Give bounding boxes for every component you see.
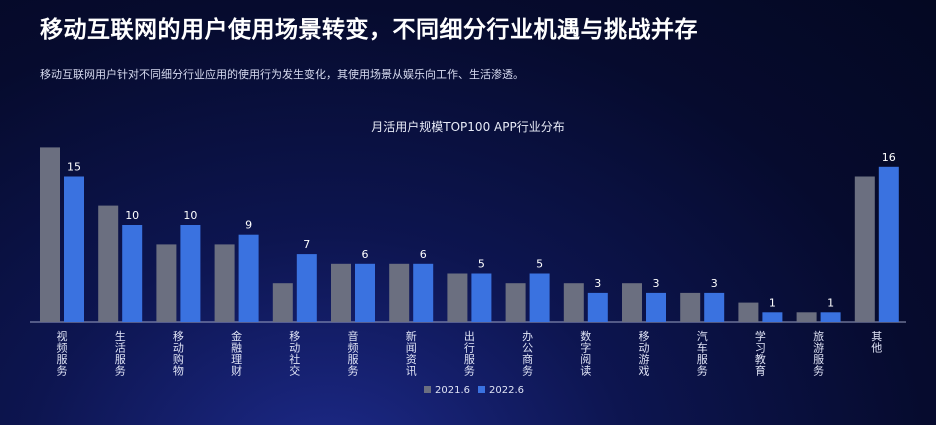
data-label-移动社交: 7 [303,238,310,251]
bar-2021.6-视频服务 [40,147,60,322]
value-labels-group: 15 10 10 9 7 6 6 5 5 3 3 3 1 1 16 [67,151,896,309]
bar-2021.6-移动购物 [156,244,177,322]
bar-2021.6-办公商务 [505,283,526,322]
bars-group [40,147,899,322]
chart-title: 月活用户规模TOP100 APP行业分布 [371,119,564,134]
page-subtitle: 移动互联网用户针对不同细分行业应用的使用行为发生变化，其使用场景从娱乐向工作、生… [40,68,524,81]
legend-swatch-2021.6 [424,386,431,393]
category-label-视频服务: 视频服务 [57,329,68,378]
data-label-旅游服务: 1 [827,296,834,309]
page-title: 移动互联网的用户使用场景转变，不同细分行业机遇与挑战并存 [40,17,698,43]
data-label-其他: 16 [882,151,896,164]
data-label-新闻资讯: 6 [420,248,427,261]
data-label-数字阅读: 3 [594,277,601,290]
data-label-视频服务: 15 [67,161,81,174]
bar-2022.6-新闻资讯 [413,263,434,322]
bar-2022.6-金融理财 [238,234,259,322]
bar-2022.6-音频服务 [355,263,375,322]
data-label-移动游戏: 3 [653,277,660,290]
data-label-移动购物: 10 [183,209,197,222]
bar-2022.6-移动游戏 [646,292,666,322]
bar-2021.6-金融理财 [214,244,235,322]
bar-2022.6-旅游服务 [820,312,841,322]
data-label-办公商务: 5 [536,258,543,271]
bar-2021.6-移动社交 [272,283,293,322]
data-label-学习教育: 1 [769,296,776,309]
bar-2021.6-汽车服务 [680,292,701,322]
bar-2021.6-数字阅读 [563,283,584,322]
category-label-移动游戏: 移动游戏 [639,330,650,378]
bar-2022.6-学习教育 [762,312,783,322]
category-label-音频服务: 音频服务 [348,329,359,378]
legend-label-2022.6: 2022.6 [489,385,524,396]
bar-2022.6-其他 [878,166,899,322]
bar-2022.6-出行服务 [471,273,492,322]
data-label-金融理财: 9 [245,219,252,232]
legend-label-2021.6: 2021.6 [435,385,470,396]
category-label-办公商务: 办公商务 [522,330,533,378]
category-label-出行服务: 出行服务 [464,329,475,378]
category-labels-group: 视频服务 生活服务 移动购物 金融理财 移动社交 音频服务 新闻资讯 出行服务 办公商务 数字阅读… [57,329,883,378]
legend-swatch-2022.6 [478,386,485,393]
bar-2022.6-办公商务 [529,273,550,322]
bar-2021.6-出行服务 [447,273,468,322]
bar-2022.6-移动购物 [180,225,201,322]
bar-2022.6-数字阅读 [587,292,608,322]
bar-2021.6-旅游服务 [796,312,817,322]
data-label-出行服务: 5 [478,258,485,271]
category-label-金融理财: 金融理财 [231,329,242,378]
category-label-旅游服务: 旅游服务 [813,329,824,378]
bar-2022.6-视频服务 [64,176,84,322]
category-label-汽车服务: 汽车服务 [697,329,708,378]
bar-2021.6-学习教育 [738,302,759,322]
bar-2022.6-移动社交 [296,254,317,322]
category-label-生活服务: 生活服务 [115,329,126,378]
bar-2021.6-生活服务 [98,205,119,322]
category-label-学习教育: 学习教育 [755,329,766,378]
data-label-汽车服务: 3 [711,277,718,290]
category-label-移动社交: 移动社交 [289,330,300,378]
category-label-其他: 其他 [871,330,882,355]
bar-2021.6-新闻资讯 [389,263,410,322]
category-label-数字阅读: 数字阅读 [580,330,591,378]
data-label-生活服务: 10 [125,209,139,222]
bar-2022.6-生活服务 [122,225,143,322]
data-label-音频服务: 6 [362,248,369,261]
bar-2021.6-其他 [854,176,875,322]
legend: 2021.6 2022.6 [424,385,524,396]
category-label-新闻资讯: 新闻资讯 [406,329,417,378]
category-label-移动购物: 移动购物 [173,330,184,378]
bar-2021.6-音频服务 [331,263,351,322]
bar-2022.6-汽车服务 [704,292,725,322]
bar-2021.6-移动游戏 [622,283,642,322]
